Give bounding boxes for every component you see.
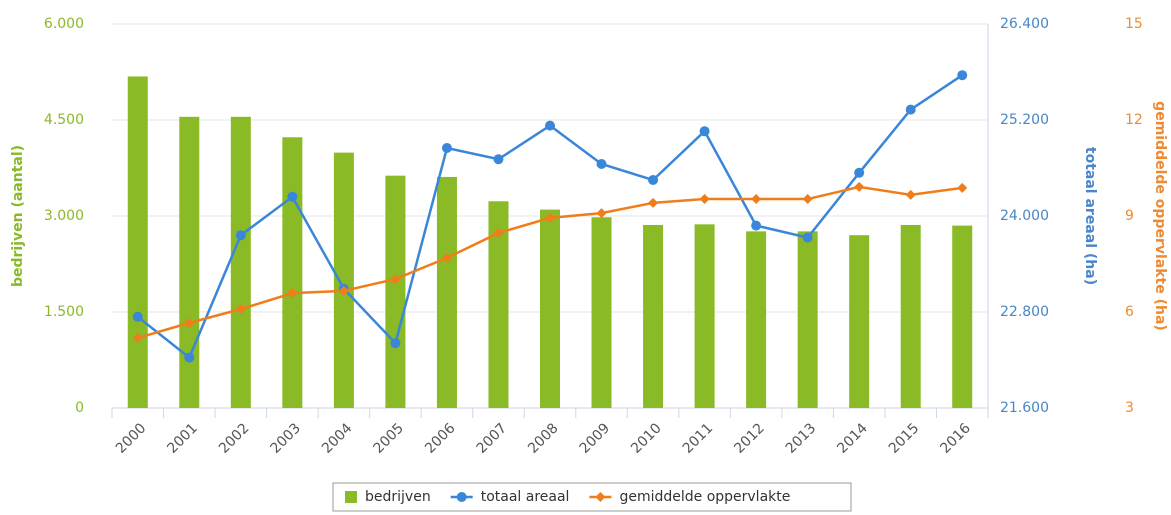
bar bbox=[230, 116, 251, 409]
x-tick-label: 2016 bbox=[937, 420, 974, 457]
x-tick-label: 2003 bbox=[267, 420, 304, 457]
bar bbox=[900, 224, 921, 408]
x-tick-label: 2010 bbox=[628, 420, 665, 457]
marker bbox=[957, 182, 968, 193]
marker bbox=[184, 352, 195, 363]
y-tick-label: 1.500 bbox=[44, 304, 84, 320]
marker bbox=[648, 175, 659, 185]
y3-axis-title: gemiddelde oppervlakte (ha) bbox=[1152, 101, 1168, 331]
x-tick-label: 2012 bbox=[731, 420, 768, 457]
legend: bedrijven totaal areaal gemiddelde oppervl… bbox=[332, 482, 852, 512]
marker bbox=[287, 191, 298, 202]
marker bbox=[338, 285, 349, 296]
legend-symbol bbox=[345, 491, 357, 503]
marker bbox=[287, 288, 298, 299]
y2-axis-title: totaal areaal (ha) bbox=[1082, 147, 1098, 285]
y-axis-title: bedrijven (aantal) bbox=[10, 145, 26, 287]
bar bbox=[849, 235, 870, 408]
x-tick-label: 2007 bbox=[474, 420, 511, 457]
legend-label: totaal areaal bbox=[481, 489, 570, 505]
y-tick-label: 4.500 bbox=[44, 112, 84, 128]
marker bbox=[854, 167, 865, 178]
bar bbox=[333, 152, 354, 408]
x-tick-label: 2011 bbox=[680, 420, 717, 457]
marker bbox=[545, 120, 555, 131]
bar bbox=[643, 224, 664, 408]
y2-tick-label: 22.800 bbox=[1000, 304, 1049, 320]
marker bbox=[957, 70, 968, 81]
marker bbox=[905, 104, 916, 115]
legend-label: bedrijven bbox=[365, 489, 431, 505]
y3-tick-label: 6 bbox=[1125, 304, 1134, 320]
marker bbox=[596, 208, 607, 219]
marker bbox=[802, 232, 813, 243]
marker bbox=[441, 252, 452, 263]
marker bbox=[699, 194, 710, 205]
bar bbox=[488, 201, 509, 408]
x-tick-label: 2001 bbox=[164, 420, 201, 457]
y2-tick-label: 21.600 bbox=[1000, 400, 1049, 416]
marker bbox=[751, 194, 762, 205]
marker bbox=[235, 230, 246, 241]
bar bbox=[746, 231, 767, 408]
marker bbox=[648, 197, 659, 208]
marker bbox=[441, 143, 452, 153]
bar bbox=[591, 217, 612, 408]
y2-tick-label: 26.400 bbox=[1000, 16, 1049, 32]
marker bbox=[235, 304, 246, 315]
marker bbox=[493, 154, 504, 165]
y2-tick-label: 25.200 bbox=[1000, 112, 1049, 128]
marker bbox=[596, 159, 607, 169]
bar bbox=[797, 231, 818, 408]
x-tick-label: 2004 bbox=[319, 420, 356, 457]
bar bbox=[694, 224, 715, 408]
marker bbox=[493, 227, 504, 238]
marker bbox=[390, 274, 401, 285]
bar bbox=[952, 225, 973, 408]
bar bbox=[127, 76, 148, 408]
marker bbox=[802, 194, 813, 205]
bar bbox=[179, 116, 200, 409]
x-tick-label: 2000 bbox=[113, 420, 150, 457]
marker bbox=[905, 189, 916, 200]
y3-tick-label: 3 bbox=[1125, 400, 1134, 416]
y3-tick-label: 9 bbox=[1125, 208, 1134, 224]
bar bbox=[436, 176, 457, 408]
marker bbox=[390, 338, 401, 349]
marker bbox=[854, 181, 865, 192]
marker bbox=[132, 311, 143, 322]
y2-tick-label: 24.000 bbox=[1000, 208, 1049, 224]
y-tick-label: 3.000 bbox=[44, 208, 84, 224]
marker bbox=[132, 332, 143, 343]
y3-tick-label: 12 bbox=[1125, 112, 1143, 128]
x-tick-label: 2014 bbox=[834, 420, 871, 457]
y-tick-label: 6.000 bbox=[44, 16, 84, 32]
x-tick-label: 2015 bbox=[886, 420, 923, 457]
marker bbox=[699, 126, 710, 137]
y3-tick-label: 15 bbox=[1125, 16, 1143, 32]
x-tick-label: 2008 bbox=[525, 420, 562, 457]
bar bbox=[385, 175, 406, 408]
x-tick-label: 2013 bbox=[783, 420, 820, 457]
y-tick-label: 0 bbox=[75, 400, 84, 416]
x-tick-label: 2009 bbox=[577, 420, 614, 457]
bar bbox=[540, 209, 560, 408]
x-tick-label: 2002 bbox=[216, 420, 253, 457]
marker bbox=[184, 317, 195, 328]
marker bbox=[545, 212, 555, 223]
legend-symbol bbox=[595, 492, 606, 502]
legend-label: gemiddelde oppervlakte bbox=[619, 489, 790, 505]
legend-symbol bbox=[456, 492, 467, 502]
marker bbox=[751, 220, 762, 231]
x-tick-label: 2006 bbox=[422, 420, 459, 457]
bar bbox=[282, 137, 303, 408]
x-tick-label: 2005 bbox=[371, 420, 408, 457]
